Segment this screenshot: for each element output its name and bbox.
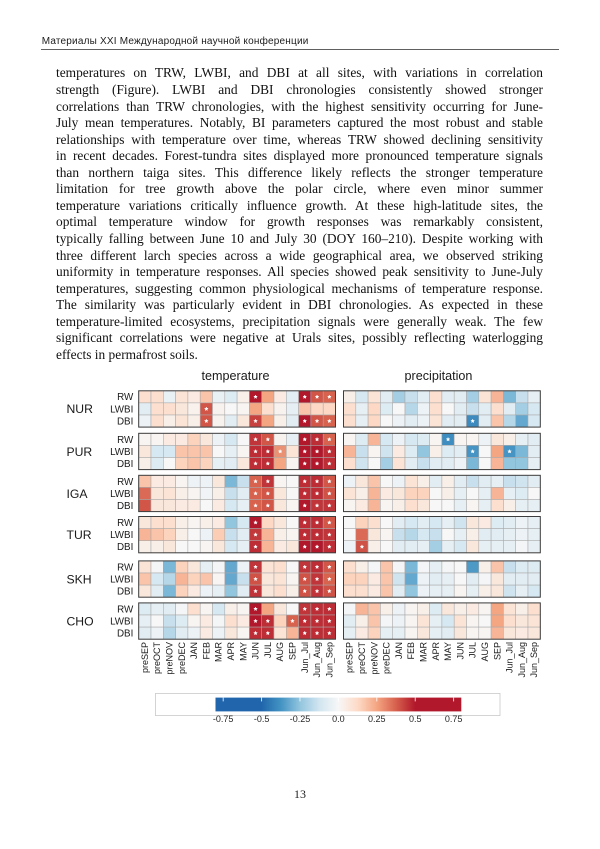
svg-text:precipitation: precipitation [405, 369, 473, 383]
svg-text:Jun_Aug: Jun_Aug [312, 642, 322, 678]
svg-text:0.25: 0.25 [368, 714, 386, 724]
svg-text:preOCT: preOCT [152, 642, 162, 675]
svg-text:Jun_Sep: Jun_Sep [529, 642, 539, 678]
svg-text:MAY: MAY [443, 642, 453, 661]
svg-text:MAY: MAY [238, 642, 248, 661]
svg-text:AUG: AUG [480, 642, 490, 662]
svg-text:RW: RW [117, 604, 134, 615]
svg-text:LWBI: LWBI [110, 489, 133, 500]
svg-text:FEB: FEB [201, 642, 211, 660]
svg-text:preNOV: preNOV [164, 642, 174, 675]
svg-text:DBI: DBI [117, 416, 133, 427]
svg-text:-0.5: -0.5 [254, 714, 270, 724]
svg-text:JUL: JUL [263, 642, 273, 658]
svg-text:-0.75: -0.75 [213, 714, 234, 724]
svg-text:NUR: NUR [67, 402, 94, 416]
svg-text:LWBI: LWBI [110, 447, 133, 458]
svg-text:JUL: JUL [468, 642, 478, 658]
svg-text:DBI: DBI [117, 459, 133, 470]
svg-text:FEB: FEB [406, 642, 416, 660]
svg-text:RW: RW [117, 477, 134, 488]
svg-text:RW: RW [117, 562, 134, 573]
svg-text:Jun_Jul: Jun_Jul [505, 642, 515, 673]
svg-text:-0.25: -0.25 [290, 714, 311, 724]
svg-text:JUN: JUN [455, 642, 465, 660]
svg-text:JAN: JAN [394, 642, 404, 659]
svg-text:LWBI: LWBI [110, 530, 133, 541]
svg-text:preSEP: preSEP [140, 642, 150, 673]
svg-text:preDEC: preDEC [177, 642, 187, 675]
svg-text:temperature: temperature [202, 369, 270, 383]
svg-text:CHO: CHO [67, 614, 94, 628]
svg-text:DBI: DBI [117, 587, 133, 598]
svg-text:LWBI: LWBI [110, 404, 133, 415]
svg-text:Jun_Sep: Jun_Sep [324, 642, 334, 678]
svg-text:AUG: AUG [275, 642, 285, 662]
svg-text:Jun_Jul: Jun_Jul [300, 642, 310, 673]
svg-text:preSEP: preSEP [345, 642, 355, 673]
svg-text:RW: RW [117, 518, 134, 529]
svg-text:JAN: JAN [189, 642, 199, 659]
svg-text:SEP: SEP [287, 642, 297, 660]
svg-text:DBI: DBI [117, 501, 133, 512]
svg-text:SKH: SKH [67, 572, 92, 586]
svg-text:preDEC: preDEC [382, 642, 392, 675]
svg-text:0.5: 0.5 [409, 714, 422, 724]
svg-text:JUN: JUN [251, 642, 261, 660]
svg-text:APR: APR [226, 642, 236, 661]
svg-text:PUR: PUR [67, 445, 93, 459]
svg-text:MAR: MAR [418, 642, 428, 663]
svg-text:APR: APR [431, 642, 441, 661]
svg-text:TUR: TUR [67, 528, 92, 542]
svg-text:0.75: 0.75 [445, 714, 463, 724]
svg-text:DBI: DBI [117, 542, 133, 553]
svg-text:LWBI: LWBI [110, 574, 133, 585]
svg-text:preNOV: preNOV [369, 642, 379, 675]
svg-text:RW: RW [117, 435, 134, 446]
svg-text:LWBI: LWBI [110, 616, 133, 627]
svg-text:preOCT: preOCT [357, 642, 367, 675]
svg-text:RW: RW [117, 392, 134, 403]
svg-text:0.0: 0.0 [332, 714, 345, 724]
svg-text:MAR: MAR [214, 642, 224, 663]
svg-text:DBI: DBI [117, 629, 133, 640]
svg-text:SEP: SEP [492, 642, 502, 660]
svg-text:Jun_Aug: Jun_Aug [517, 642, 527, 678]
svg-text:IGA: IGA [67, 487, 89, 501]
